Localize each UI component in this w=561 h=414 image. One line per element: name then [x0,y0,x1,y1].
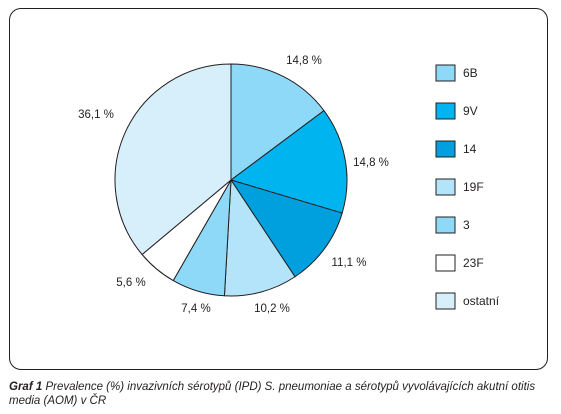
pie-slice-14 [229,179,343,278]
pie-slice-ostatní [114,63,232,256]
slice-label-19F: 10,2 % [254,303,290,315]
legend-swatch-9V [435,102,456,120]
caption-label: Graf 1 [9,381,43,393]
pie-slice-19F [223,178,296,297]
legend: 6B 9V 14 19F 3 23F ostatní [435,64,500,310]
legend-swatch-19F [435,178,456,196]
caption-text: Prevalence (%) invazivních sérotypů (IPD… [9,381,536,407]
pie-slice-9V [229,109,348,214]
legend-label-23F: 23F [463,256,484,270]
legend-swatch-ostatní [435,292,456,310]
slice-labels: 14,8 % 14,8 % 11,1 % 10,2 % 7,4 % 5,6 % 36,1 % [78,55,389,315]
legend-swatch-23F [435,254,456,272]
legend-label-ostatní: ostatní [463,294,500,308]
legend-label-3: 3 [463,218,470,232]
slice-label-6B: 14,8 % [286,55,322,67]
legend-label-14: 14 [463,142,477,156]
slice-label-14: 11,1 % [332,257,367,269]
pie-slices [114,63,348,297]
slice-label-3: 7,4 % [181,303,210,315]
legend-swatch-3 [435,216,456,234]
slice-label-9V: 14,8 % [353,157,389,169]
slice-label-23F: 5,6 % [116,277,145,289]
legend-label-6B: 6B [463,66,478,80]
chart-frame [9,8,548,370]
legend-swatch-6B [435,64,456,82]
legend-swatch-14 [435,140,456,158]
slice-label-ostatní: 36,1 % [78,109,114,121]
figure-caption: Graf 1 Prevalence (%) invazivních séroty… [9,380,554,408]
pie-slice-6B [230,63,325,181]
legend-label-9V: 9V [463,104,478,118]
legend-label-19F: 19F [463,180,484,194]
